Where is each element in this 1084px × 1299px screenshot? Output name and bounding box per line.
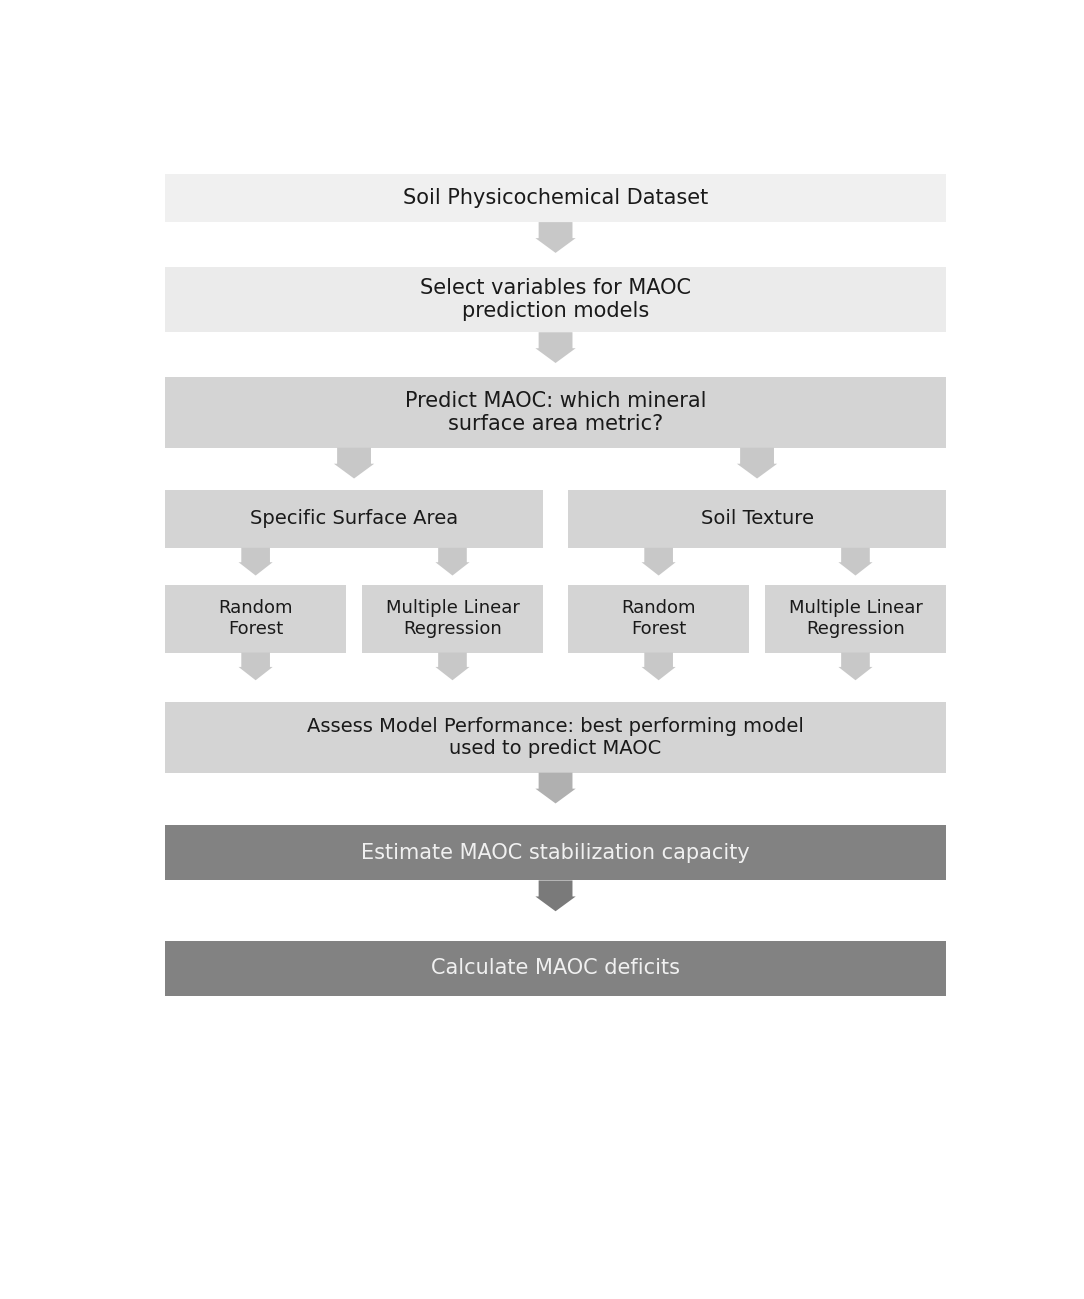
Text: Calculate MAOC deficits: Calculate MAOC deficits xyxy=(431,959,680,978)
Polygon shape xyxy=(838,548,873,575)
Polygon shape xyxy=(642,548,675,575)
Polygon shape xyxy=(535,773,576,804)
Polygon shape xyxy=(165,174,946,222)
Text: Assess Model Performance: best performing model
used to predict MAOC: Assess Model Performance: best performin… xyxy=(307,717,804,757)
Polygon shape xyxy=(165,825,946,881)
Polygon shape xyxy=(238,652,273,681)
Text: Select variables for MAOC
prediction models: Select variables for MAOC prediction mod… xyxy=(420,278,692,321)
Text: Soil Physicochemical Dataset: Soil Physicochemical Dataset xyxy=(403,188,708,208)
Polygon shape xyxy=(535,881,576,912)
Polygon shape xyxy=(568,490,946,548)
Text: Random
Forest: Random Forest xyxy=(621,599,696,638)
Polygon shape xyxy=(334,448,374,478)
Polygon shape xyxy=(642,652,675,681)
Text: Random
Forest: Random Forest xyxy=(218,599,293,638)
Polygon shape xyxy=(436,652,469,681)
Text: Specific Surface Area: Specific Surface Area xyxy=(250,509,459,529)
Polygon shape xyxy=(165,377,946,448)
Text: Estimate MAOC stabilization capacity: Estimate MAOC stabilization capacity xyxy=(361,843,750,863)
Polygon shape xyxy=(238,548,273,575)
Polygon shape xyxy=(568,585,749,652)
Polygon shape xyxy=(165,490,543,548)
Polygon shape xyxy=(838,652,873,681)
Polygon shape xyxy=(535,333,576,362)
Polygon shape xyxy=(165,940,946,996)
Polygon shape xyxy=(436,548,469,575)
Polygon shape xyxy=(165,266,946,333)
Polygon shape xyxy=(165,701,946,773)
Polygon shape xyxy=(362,585,543,652)
Text: Predict MAOC: which mineral
surface area metric?: Predict MAOC: which mineral surface area… xyxy=(404,391,707,434)
Polygon shape xyxy=(165,585,346,652)
Text: Multiple Linear
Regression: Multiple Linear Regression xyxy=(788,599,922,638)
Polygon shape xyxy=(535,222,576,253)
Text: Soil Texture: Soil Texture xyxy=(700,509,814,529)
Polygon shape xyxy=(765,585,946,652)
Text: Multiple Linear
Regression: Multiple Linear Regression xyxy=(386,599,519,638)
Polygon shape xyxy=(737,448,777,478)
